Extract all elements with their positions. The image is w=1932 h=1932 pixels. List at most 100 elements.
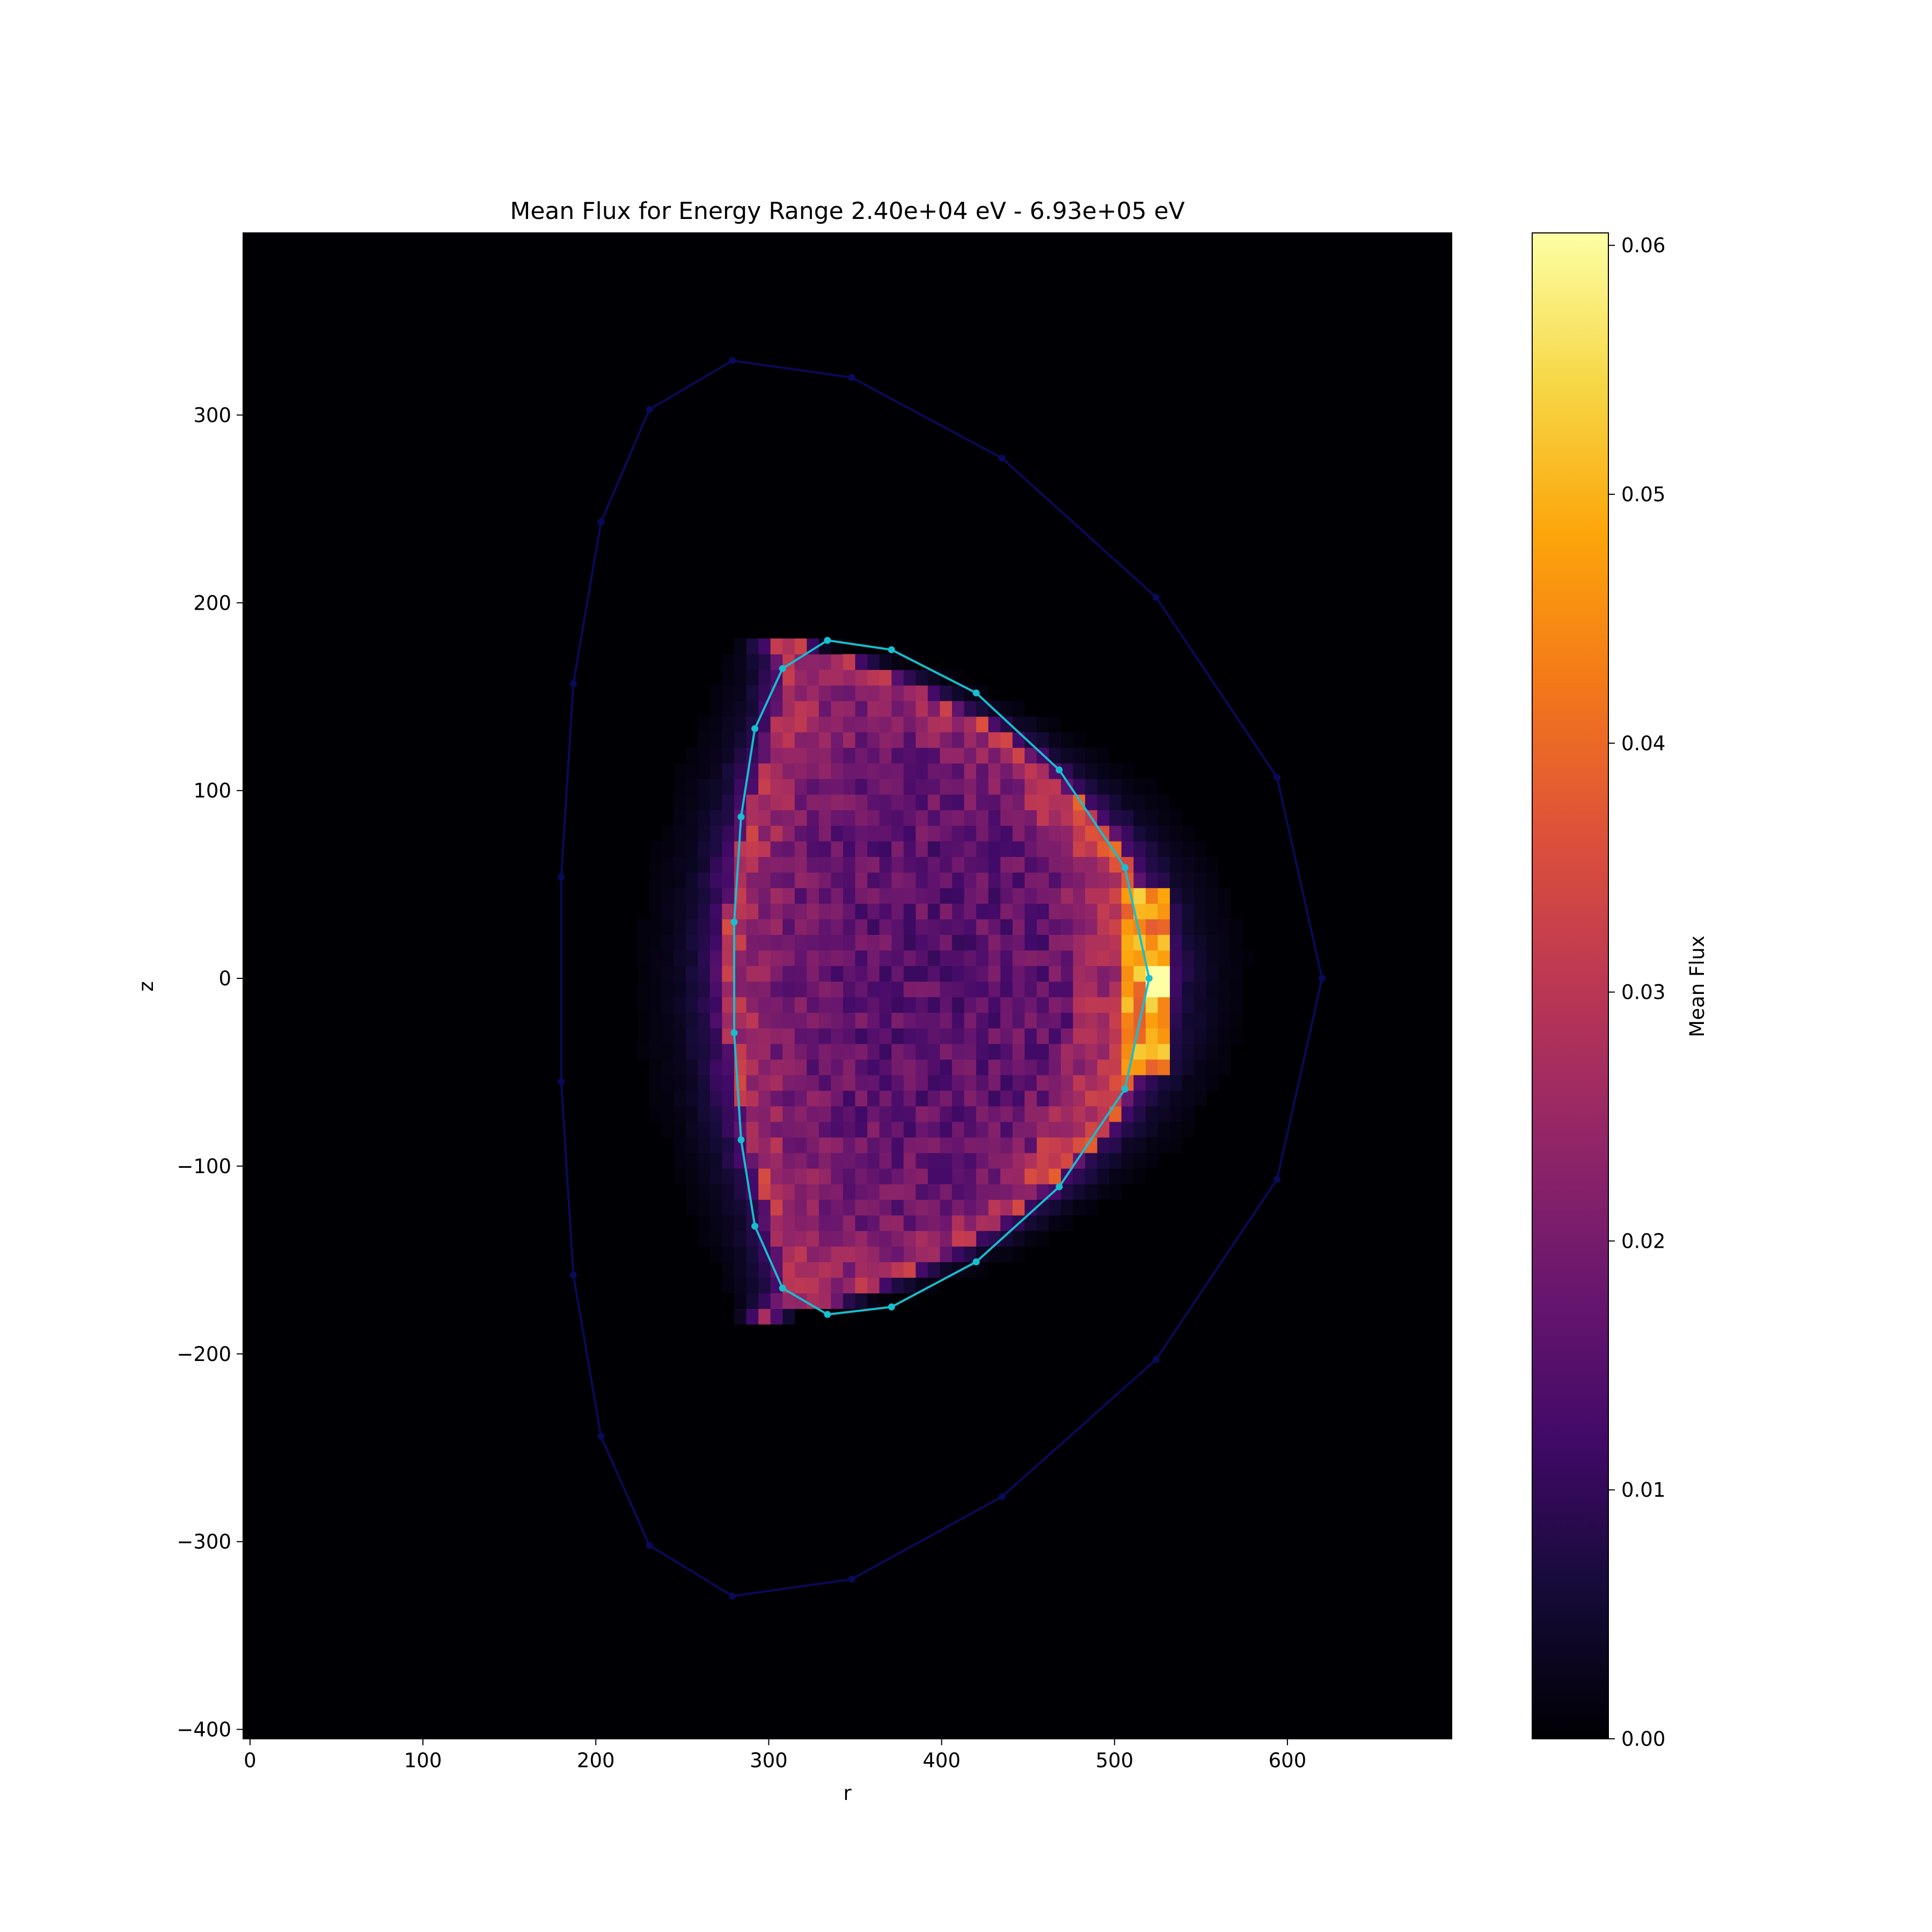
heatmap-cell — [891, 997, 904, 1013]
heatmap-cell — [770, 872, 783, 888]
heatmap-cell — [867, 872, 880, 888]
heatmap-cell — [1194, 1043, 1207, 1060]
heatmap-cell — [722, 732, 735, 748]
heatmap-cell — [698, 1090, 711, 1107]
heatmap-cell — [685, 981, 698, 998]
heatmap-cell — [794, 872, 807, 888]
heatmap-cell — [674, 1059, 686, 1075]
heatmap-cell — [976, 810, 989, 826]
heatmap-cell — [734, 1215, 747, 1231]
heatmap-cell — [1012, 934, 1025, 951]
heatmap-cell — [988, 748, 1001, 764]
heatmap-cell — [988, 903, 1001, 919]
heatmap-cell — [1109, 1012, 1122, 1029]
heatmap-cell — [649, 841, 662, 857]
heatmap-cell — [818, 934, 831, 951]
heatmap-cell — [903, 888, 916, 904]
heatmap-cell — [831, 810, 844, 826]
heatmap-cell — [746, 669, 759, 686]
heatmap-cell — [1060, 981, 1074, 998]
heatmap-cell — [734, 1308, 747, 1324]
heatmap-cell — [709, 841, 723, 857]
heatmap-cell — [1012, 903, 1025, 919]
heatmap-cell — [1169, 981, 1183, 998]
heatmap-cell — [674, 919, 686, 935]
heatmap-cell — [782, 1012, 795, 1029]
heatmap-cell — [807, 919, 819, 935]
heatmap-cell — [988, 1074, 1001, 1091]
heatmap-cell — [1073, 1137, 1086, 1153]
heatmap-cell — [988, 732, 1001, 748]
heatmap-cell — [879, 716, 892, 733]
heatmap-cell — [1000, 841, 1013, 857]
heatmap-cell — [722, 763, 735, 779]
heatmap-cell — [940, 1153, 953, 1169]
heatmap-cell — [1097, 997, 1110, 1013]
heatmap-cell — [1097, 934, 1110, 951]
heatmap-cell — [976, 857, 989, 873]
heatmap-cell — [1133, 810, 1146, 826]
heatmap-cell — [1182, 1090, 1195, 1107]
heatmap-cell — [1060, 965, 1074, 982]
heatmap-cell — [722, 779, 735, 795]
colorbar-tick-label: 0.01 — [1621, 1479, 1665, 1502]
heatmap-cell — [916, 748, 928, 764]
heatmap-cell — [891, 857, 904, 873]
heatmap-cell — [807, 934, 819, 951]
heatmap-cell — [794, 825, 807, 841]
outer-boundary-point — [998, 455, 1006, 462]
heatmap-cell — [831, 981, 844, 998]
y-axis-label: z — [135, 981, 158, 991]
heatmap-cell — [794, 857, 807, 873]
heatmap-cell — [1133, 903, 1146, 919]
heatmap-cell — [758, 1293, 771, 1309]
heatmap-cell — [891, 919, 904, 935]
heatmap-cell — [758, 1262, 771, 1278]
heatmap-cell — [1085, 1059, 1098, 1075]
heatmap-cell — [1230, 1012, 1243, 1029]
heatmap-cell — [952, 685, 965, 701]
heatmap-cell — [685, 841, 698, 857]
heatmap-cell — [709, 794, 723, 810]
heatmap-cell — [734, 997, 747, 1013]
heatmap-cell — [1000, 872, 1013, 888]
heatmap-cell — [1145, 919, 1158, 935]
heatmap-cell — [1036, 857, 1049, 873]
heatmap-cell — [855, 1184, 868, 1200]
heatmap-cell — [698, 1012, 711, 1029]
heatmap-cell — [698, 981, 711, 998]
heatmap-cell — [988, 763, 1001, 779]
heatmap-cell — [867, 1293, 880, 1309]
heatmap-cell — [1012, 1137, 1025, 1153]
inner-boundary-point — [730, 1029, 738, 1036]
heatmap-cell — [831, 1262, 844, 1278]
heatmap-cell — [1158, 950, 1170, 967]
heatmap-cell — [746, 1059, 759, 1075]
heatmap-cell — [782, 872, 795, 888]
heatmap-cell — [1073, 997, 1086, 1013]
heatmap-cell — [952, 794, 965, 810]
heatmap-cell — [698, 841, 711, 857]
heatmap-cell — [722, 950, 735, 967]
heatmap-cell — [1060, 825, 1074, 841]
heatmap-cell — [722, 716, 735, 733]
heatmap-cell — [891, 1074, 904, 1091]
heatmap-cell — [855, 748, 868, 764]
heatmap-cell — [782, 1262, 795, 1278]
heatmap-cell — [770, 1231, 783, 1247]
heatmap-cell — [1012, 981, 1025, 998]
heatmap-cell — [1194, 872, 1207, 888]
heatmap-cell — [1049, 934, 1062, 951]
heatmap-cell — [1121, 965, 1134, 982]
heatmap-cell — [685, 1122, 698, 1138]
heatmap-cell — [1169, 1012, 1183, 1029]
inner-boundary-point — [1121, 1085, 1129, 1093]
heatmap-cell — [818, 903, 831, 919]
heatmap-cell — [1024, 997, 1037, 1013]
heatmap-cell — [916, 1012, 928, 1029]
heatmap-cell — [891, 810, 904, 826]
heatmap-cell — [1109, 1090, 1122, 1107]
heatmap-cell — [1145, 1043, 1158, 1060]
heatmap-cell — [867, 810, 880, 826]
heatmap-cell — [1012, 825, 1025, 841]
